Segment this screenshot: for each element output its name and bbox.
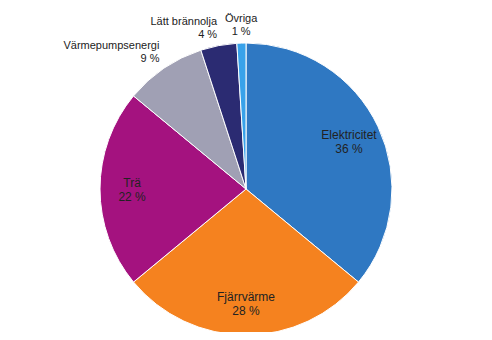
svg-text:Elektricitet36 %: Elektricitet36 % [321, 128, 377, 156]
svg-text:Fjärrvärme28 %: Fjärrvärme28 % [217, 290, 275, 318]
svg-text:Trä22 %: Trä22 % [118, 176, 146, 204]
svg-text:Värmepumpsenergi9 %: Värmepumpsenergi9 % [63, 39, 159, 64]
svg-text:Övriga1 %: Övriga1 % [225, 12, 258, 37]
svg-text:Lätt brännolja4 %: Lätt brännolja4 % [150, 15, 218, 40]
